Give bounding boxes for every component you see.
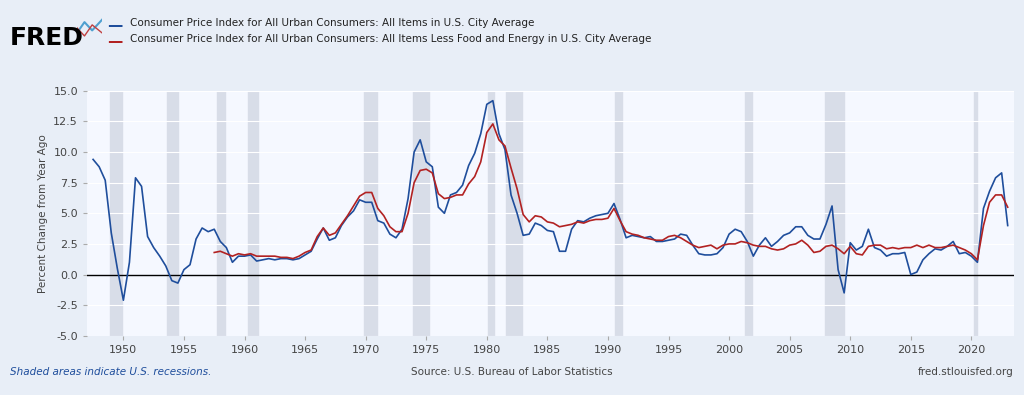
- Text: —: —: [108, 18, 123, 33]
- Text: Consumer Price Index for All Urban Consumers: All Items Less Food and Energy in : Consumer Price Index for All Urban Consu…: [130, 34, 651, 43]
- Bar: [167, 91, 178, 336]
- Text: fred.stlouisfed.org: fred.stlouisfed.org: [918, 367, 1014, 377]
- Text: —: —: [108, 34, 123, 49]
- Bar: [488, 91, 494, 336]
- Y-axis label: Percent Change from Year Ago: Percent Change from Year Ago: [38, 134, 48, 293]
- Text: Consumer Price Index for All Urban Consumers: All Items in U.S. City Average: Consumer Price Index for All Urban Consu…: [130, 18, 535, 28]
- Bar: [110, 91, 122, 336]
- Bar: [615, 91, 623, 336]
- Bar: [824, 91, 844, 336]
- Text: FRED: FRED: [10, 26, 84, 50]
- Text: Source: U.S. Bureau of Labor Statistics: Source: U.S. Bureau of Labor Statistics: [412, 367, 612, 377]
- Bar: [744, 91, 752, 336]
- Bar: [365, 91, 377, 336]
- Bar: [506, 91, 522, 336]
- Bar: [248, 91, 258, 336]
- Bar: [413, 91, 429, 336]
- Bar: [217, 91, 225, 336]
- Text: Shaded areas indicate U.S. recessions.: Shaded areas indicate U.S. recessions.: [10, 367, 212, 377]
- Bar: [974, 91, 978, 336]
